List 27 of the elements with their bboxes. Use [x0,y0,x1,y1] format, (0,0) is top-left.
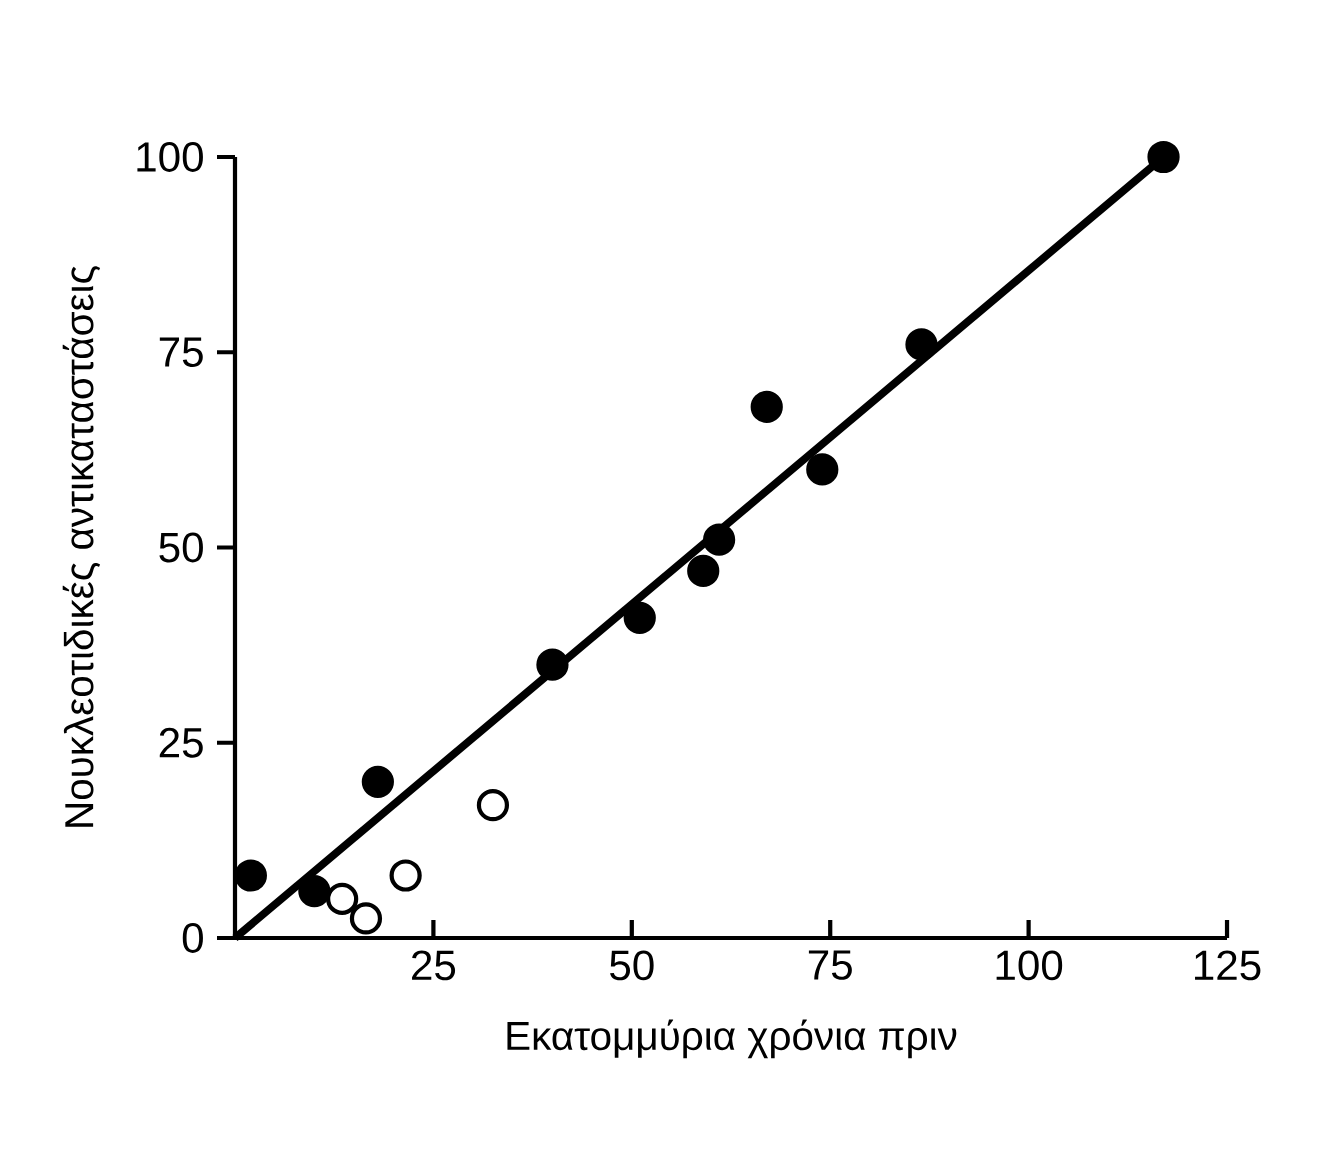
x-axis-title: Εκατομμύρια χρόνια πριν [507,1019,957,1059]
point [1147,140,1180,174]
x-tick-label: 100 [996,950,1063,981]
point [687,554,720,588]
point [361,765,394,798]
y-tick-label: 50 [159,532,203,563]
x-tick-label: 50 [610,950,654,981]
x-tick-label: 25 [412,950,456,981]
point [234,859,267,892]
y-tick-label: 25 [159,727,203,758]
point [623,601,656,634]
x-tick-label: 125 [1195,950,1261,981]
point [326,882,359,916]
point [702,523,736,556]
point [806,453,839,486]
x-tick-label: 75 [808,950,852,980]
point [349,902,383,935]
y-axis-title: Νουκλεοτιδικές αντικαταστάσεις [62,266,101,827]
y-tick-label: 75 [159,337,203,367]
point [389,859,422,892]
point [905,328,938,361]
point [476,789,510,822]
y-tick-label: 100 [137,142,203,172]
point [298,875,331,908]
point [536,648,569,681]
y-tick-label: 0 [182,923,203,953]
point [750,390,783,424]
